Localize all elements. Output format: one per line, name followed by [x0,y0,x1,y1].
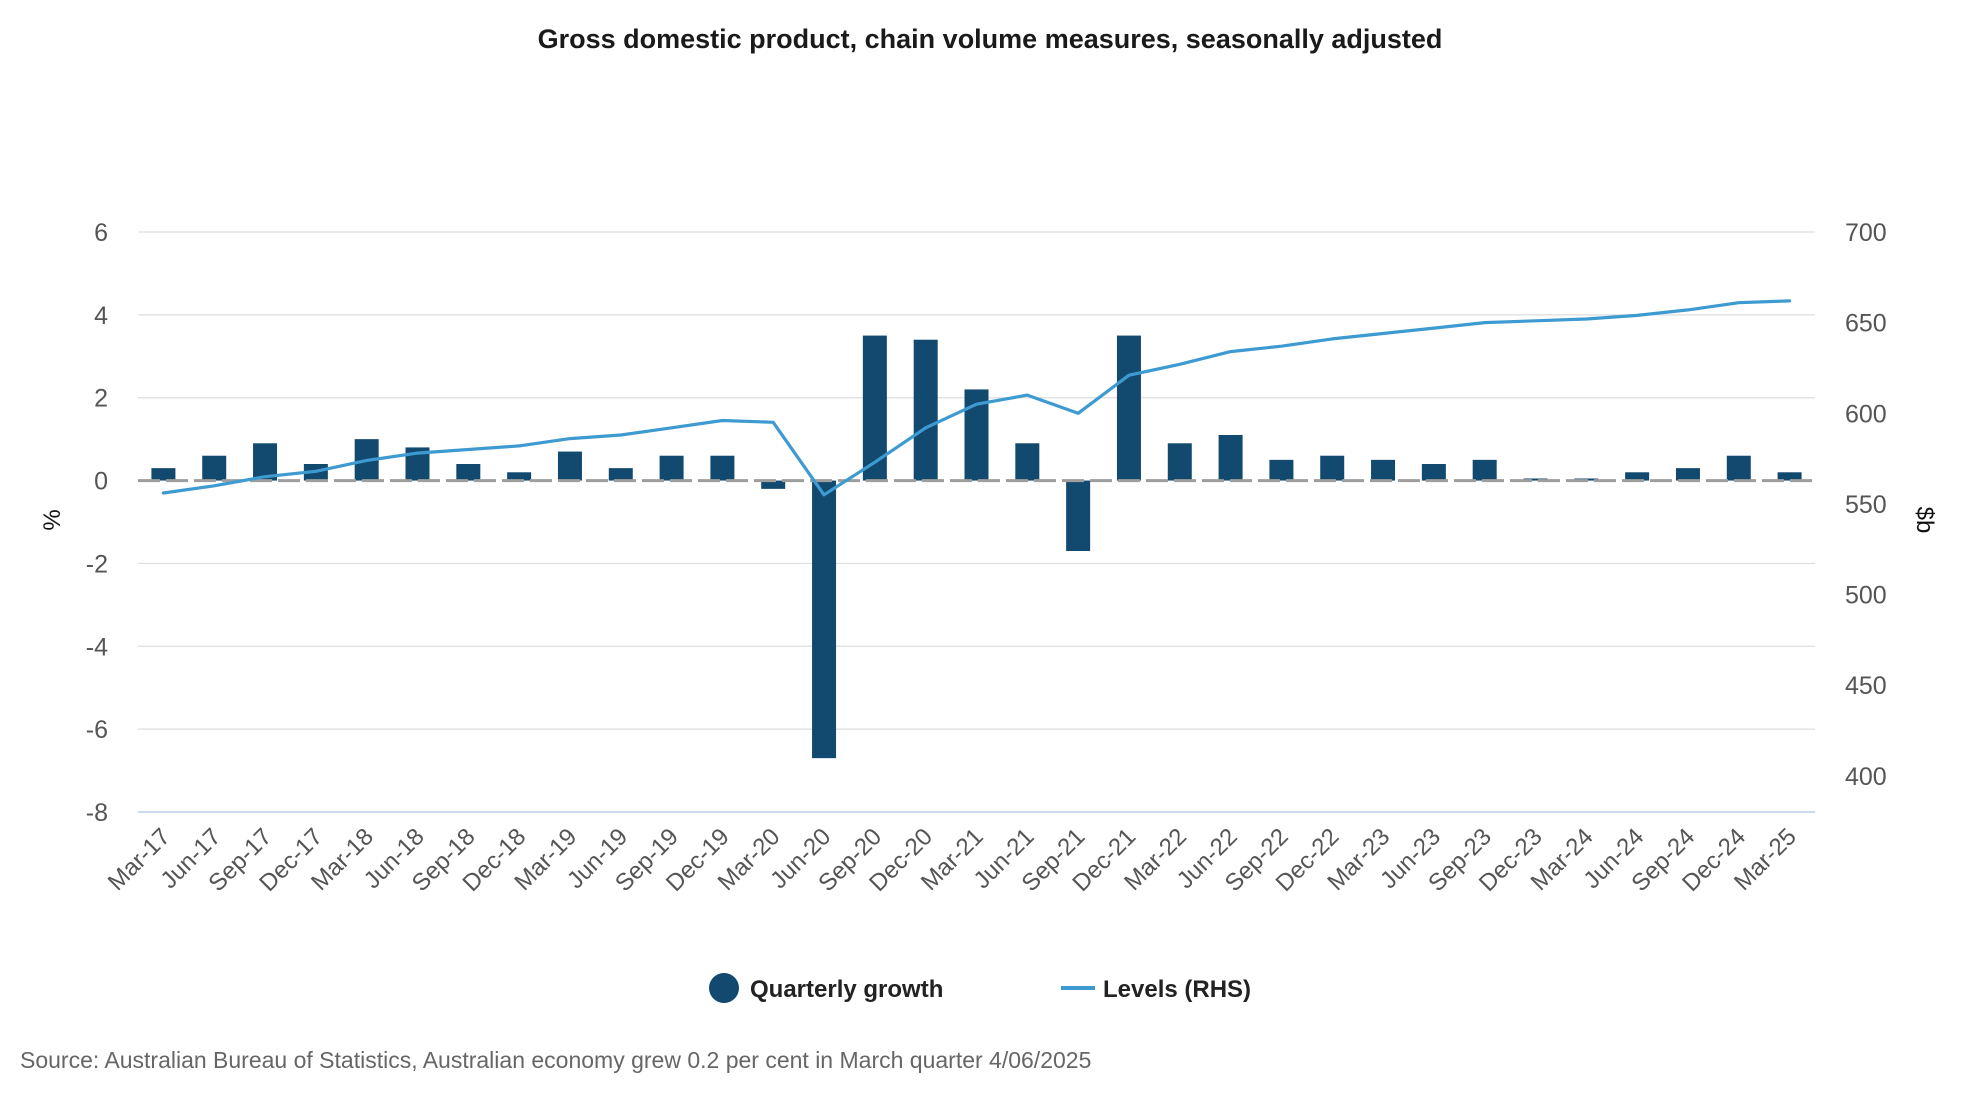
bar-quarterly-growth [557,451,582,481]
bar-quarterly-growth [151,468,176,481]
bar-quarterly-growth [456,464,481,481]
left-tick-label: -6 [86,716,108,744]
left-tick-label: -2 [86,550,108,578]
source-note: Source: Australian Bureau of Statistics,… [20,1047,1091,1073]
bar-quarterly-growth [761,480,786,489]
right-tick-label: 400 [1845,763,1887,791]
right-tick-label: 650 [1845,310,1887,338]
legend: Quarterly growth Levels (RHS) [709,973,1251,1003]
legend-label-quarterly-growth: Quarterly growth [750,976,943,1003]
bar-quarterly-growth [1015,443,1040,481]
left-tick-label: 0 [94,468,108,496]
bar-series-quarterly-growth [151,335,1802,759]
bar-quarterly-growth [1472,459,1497,481]
bar-quarterly-growth [1777,472,1802,481]
legend-swatch-quarterly-growth [709,973,739,1003]
bar-quarterly-growth [1066,480,1091,551]
left-tick-label: 6 [94,219,108,247]
bar-quarterly-growth [608,468,633,481]
bar-quarterly-growth [1167,443,1192,481]
bar-quarterly-growth [202,455,227,481]
left-tick-label: -8 [86,799,108,827]
x-axis: Mar-17Jun-17Sep-17Dec-17Mar-18Jun-18Sep-… [103,823,1802,897]
bar-quarterly-growth [507,472,532,481]
right-tick-label: 600 [1845,400,1887,428]
line-series-levels [161,299,1792,497]
chart-title: Gross domestic product, chain volume mea… [538,24,1443,54]
bar-quarterly-growth [913,339,938,481]
legend-item-quarterly-growth: Quarterly growth [709,973,943,1003]
bar-quarterly-growth [1523,478,1548,481]
left-axis-title: % [39,509,66,530]
bar-quarterly-growth [659,455,684,481]
right-tick-label: 550 [1845,491,1887,519]
bar-quarterly-growth [1218,435,1243,481]
bar-quarterly-growth [1625,472,1650,481]
left-tick-label: -4 [86,633,108,661]
bar-quarterly-growth [1320,455,1345,481]
bar-quarterly-growth [1675,468,1700,481]
right-axis-title: $b [1911,507,1938,534]
bar-quarterly-growth [1116,335,1141,481]
legend-item-levels: Levels (RHS) [1061,976,1251,1003]
left-tick-label: 4 [94,302,108,330]
line-levels [161,299,1792,497]
bar-quarterly-growth [862,335,887,481]
left-tick-label: 2 [94,385,108,413]
bar-quarterly-growth [812,480,837,759]
bar-quarterly-growth [1269,459,1294,481]
bar-quarterly-growth [1371,459,1396,481]
left-y-axis: 6 4 2 0 -2 -4 -6 -8 [86,219,108,827]
right-tick-label: 500 [1845,582,1887,610]
right-y-axis: 700 650 600 550 500 450 400 [1845,219,1887,791]
bar-quarterly-growth [710,455,735,481]
bar-quarterly-growth [1421,464,1446,481]
bar-quarterly-growth [1726,455,1751,481]
legend-label-levels: Levels (RHS) [1103,976,1251,1003]
right-tick-label: 700 [1845,219,1887,247]
right-tick-label: 450 [1845,672,1887,700]
gridlines [138,231,1815,813]
